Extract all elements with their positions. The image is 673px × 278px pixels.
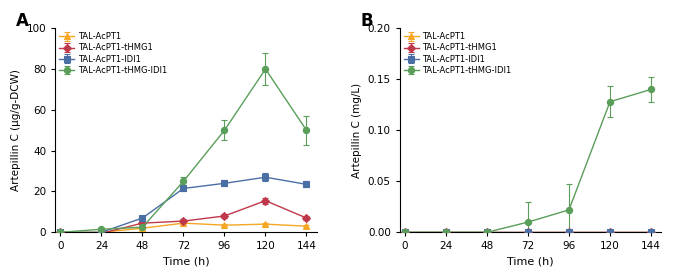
Legend: TAL-AcPT1, TAL-AcPT1-tHMG1, TAL-AcPT1-IDI1, TAL-AcPT1-tHMG-IDI1: TAL-AcPT1, TAL-AcPT1-tHMG1, TAL-AcPT1-ID… bbox=[58, 31, 169, 76]
Legend: TAL-AcPT1, TAL-AcPT1-tHMG1, TAL-AcPT1-IDI1, TAL-AcPT1-tHMG-IDI1: TAL-AcPT1, TAL-AcPT1-tHMG1, TAL-AcPT1-ID… bbox=[402, 31, 513, 76]
Text: A: A bbox=[16, 12, 29, 30]
Text: B: B bbox=[361, 12, 374, 30]
X-axis label: Time (h): Time (h) bbox=[163, 257, 209, 267]
X-axis label: Time (h): Time (h) bbox=[507, 257, 554, 267]
Y-axis label: Artepillin C (μg/g-DCW): Artepillin C (μg/g-DCW) bbox=[11, 69, 21, 191]
Y-axis label: Artepillin C (mg/L): Artepillin C (mg/L) bbox=[352, 83, 362, 178]
